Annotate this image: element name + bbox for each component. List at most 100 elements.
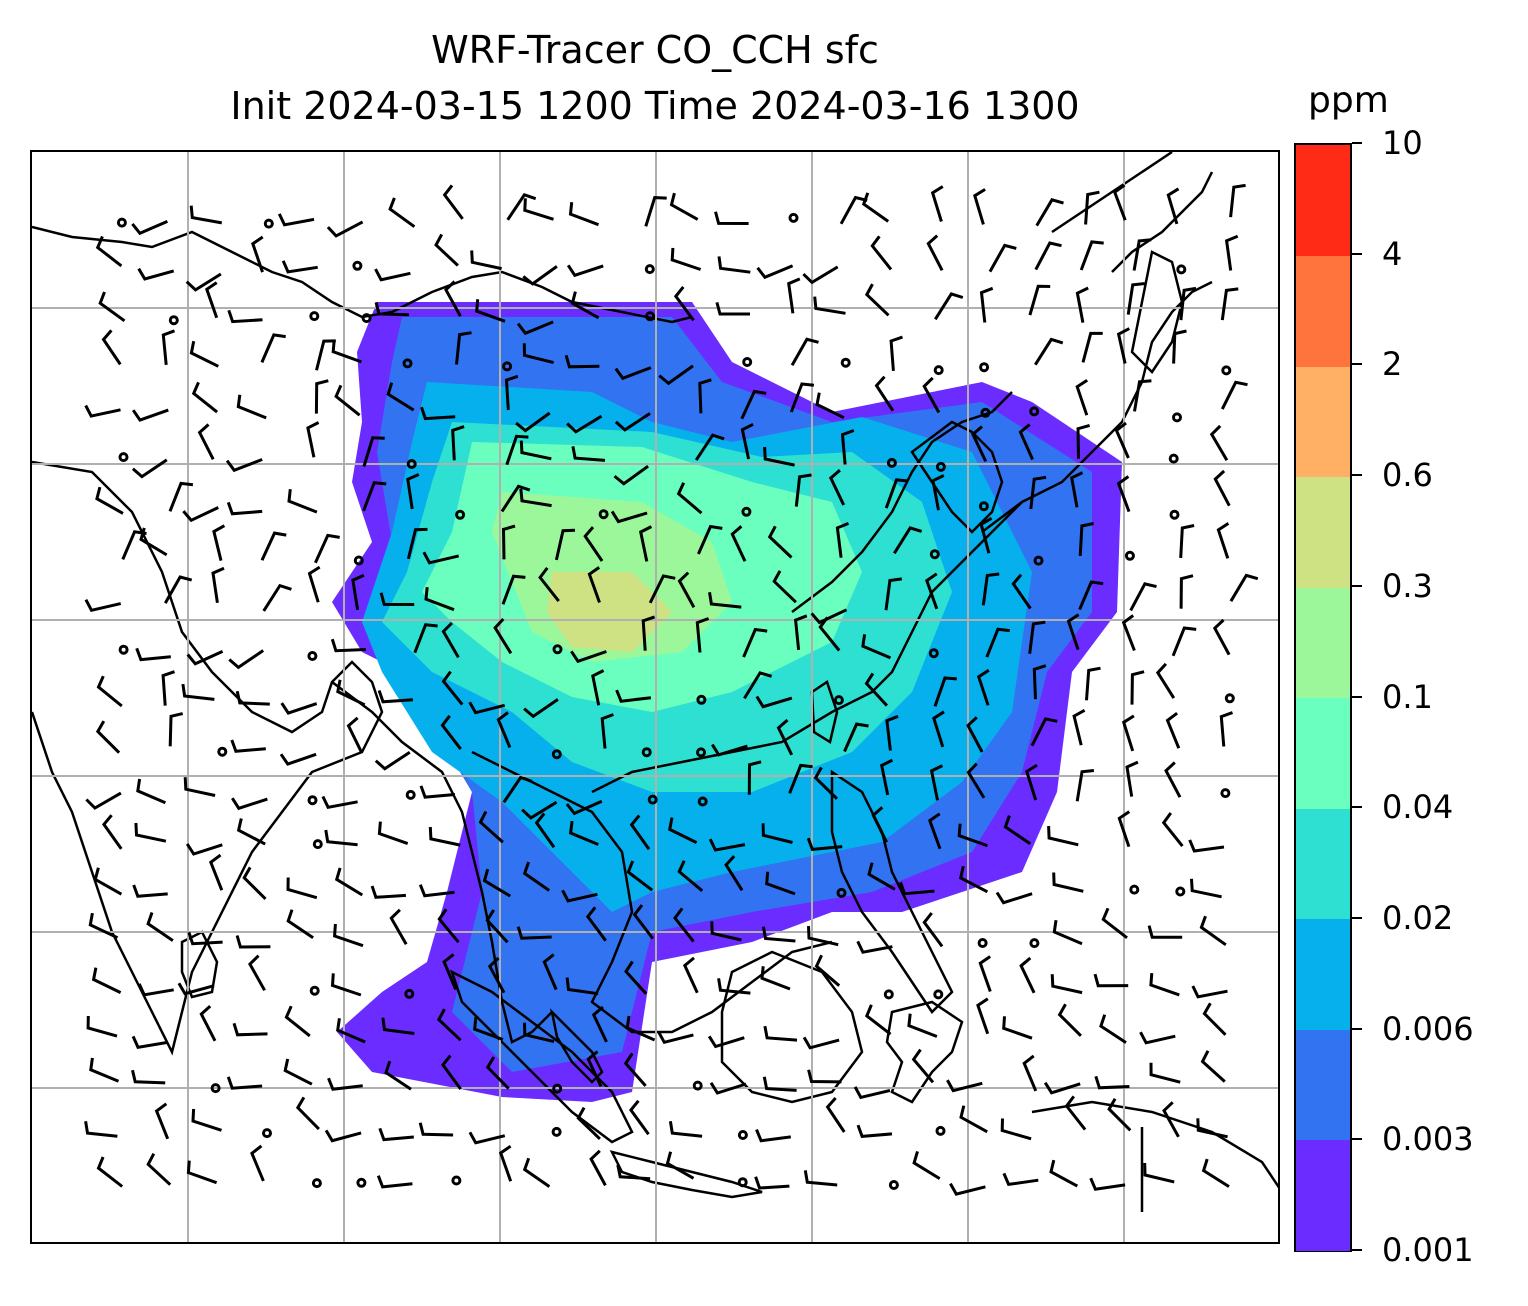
- colorbar-tick-label: 0.006: [1382, 1009, 1474, 1048]
- wind-barb: [885, 714, 899, 751]
- wind-barb: [761, 823, 793, 844]
- wind-barb: [668, 817, 698, 844]
- wind-barb: [711, 743, 748, 757]
- coastline-south-china: [591, 501, 1023, 794]
- wind-barb: [677, 860, 704, 892]
- wind-barb: [444, 280, 462, 317]
- calm-wind-marker: [1175, 886, 1186, 897]
- wind-barb: [351, 573, 365, 611]
- wind-barb: [583, 526, 604, 562]
- wind-barb: [260, 531, 287, 561]
- wind-barb: [1172, 329, 1187, 364]
- wind-barb: [346, 716, 364, 754]
- wind-barb: [161, 670, 175, 706]
- wind-barb: [1094, 1075, 1130, 1090]
- calm-wind-marker: [696, 747, 706, 758]
- colorbar-segment: [1296, 1029, 1350, 1140]
- wind-barb: [1066, 613, 1080, 651]
- wind-barb: [102, 814, 123, 850]
- calm-wind-marker: [979, 362, 990, 373]
- wind-barb: [95, 720, 121, 754]
- wind-barb: [197, 423, 215, 460]
- wind-barb: [871, 806, 888, 843]
- wind-barb: [418, 884, 455, 898]
- wind-barb: [501, 524, 516, 560]
- wind-barb: [922, 376, 941, 414]
- wind-barb: [186, 1160, 218, 1185]
- wind-barb: [468, 701, 506, 715]
- wind-barb: [638, 525, 653, 562]
- calm-wind-marker: [788, 212, 799, 223]
- wind-barb: [708, 591, 742, 609]
- wind-barb: [436, 1008, 462, 1042]
- wind-barb: [277, 213, 315, 227]
- wind-barb: [1188, 839, 1225, 853]
- wind-barb: [1003, 815, 1032, 846]
- wind-barb: [183, 777, 216, 797]
- wind-barb: [789, 382, 815, 413]
- wind-barb: [629, 814, 651, 851]
- wind-barb: [191, 381, 219, 414]
- wind-barb: [522, 1157, 551, 1188]
- wind-barb: [587, 566, 601, 604]
- wind-barb: [1022, 1054, 1038, 1092]
- wind-barb: [168, 712, 184, 747]
- wind-barb: [709, 1082, 747, 1095]
- wind-barb: [976, 997, 990, 1035]
- wind-barb: [189, 340, 219, 368]
- map-canvas: [32, 152, 1278, 1242]
- wind-barb: [1166, 187, 1180, 225]
- calm-wind-marker: [116, 217, 127, 228]
- wind-barb: [1161, 812, 1184, 848]
- wind-barb: [591, 669, 605, 706]
- wind-barb: [161, 329, 176, 366]
- colorbar-tick-label: 4: [1382, 234, 1403, 273]
- wind-barb: [794, 473, 812, 507]
- wind-barb: [566, 264, 604, 278]
- calm-wind-marker: [309, 311, 320, 322]
- calm-wind-marker: [311, 1178, 322, 1189]
- colorbar-tick-label: 0.001: [1382, 1231, 1474, 1269]
- wind-barb: [754, 1176, 790, 1190]
- wind-barb: [570, 291, 600, 320]
- coastline-korea: [910, 420, 1004, 534]
- wind-barb: [307, 565, 321, 603]
- wind-barb: [673, 907, 695, 943]
- wind-barb: [807, 926, 839, 947]
- wind-barb: [717, 256, 751, 274]
- wind-barb: [306, 421, 320, 458]
- calm-wind-marker: [353, 555, 364, 566]
- wind-barb: [632, 904, 654, 940]
- colorbar-tick: [1352, 806, 1362, 809]
- wind-barb: [1209, 424, 1229, 462]
- wind-barb: [614, 412, 651, 432]
- wind-barb: [1075, 286, 1089, 323]
- wind-barb: [230, 739, 266, 753]
- wind-barb: [1179, 574, 1194, 609]
- wind-barb: [441, 621, 460, 659]
- calm-wind-marker: [451, 1175, 462, 1186]
- wind-barb: [498, 1144, 513, 1182]
- colorbar-tick: [1352, 1249, 1362, 1251]
- wind-barb: [482, 868, 511, 898]
- wind-barb: [478, 810, 504, 844]
- calm-wind-marker: [1169, 509, 1180, 520]
- wind-barb: [146, 1152, 172, 1186]
- wind-barb: [374, 268, 411, 282]
- wind-barb: [422, 551, 460, 565]
- wind-barb: [893, 526, 923, 555]
- wind-barb: [840, 429, 855, 465]
- wind-barb: [793, 614, 808, 651]
- wind-barb: [614, 366, 652, 381]
- wind-barb: [406, 527, 428, 560]
- wind-barb: [1126, 282, 1145, 315]
- wind-barb: [1049, 1159, 1079, 1188]
- wind-barb: [362, 436, 385, 467]
- wind-barb: [330, 638, 366, 653]
- wind-barb: [931, 474, 945, 511]
- wind-barb: [248, 954, 266, 992]
- wind-barb: [884, 478, 909, 509]
- calm-wind-marker: [836, 887, 847, 898]
- wind-barb: [815, 392, 845, 420]
- wind-barb: [1034, 337, 1064, 366]
